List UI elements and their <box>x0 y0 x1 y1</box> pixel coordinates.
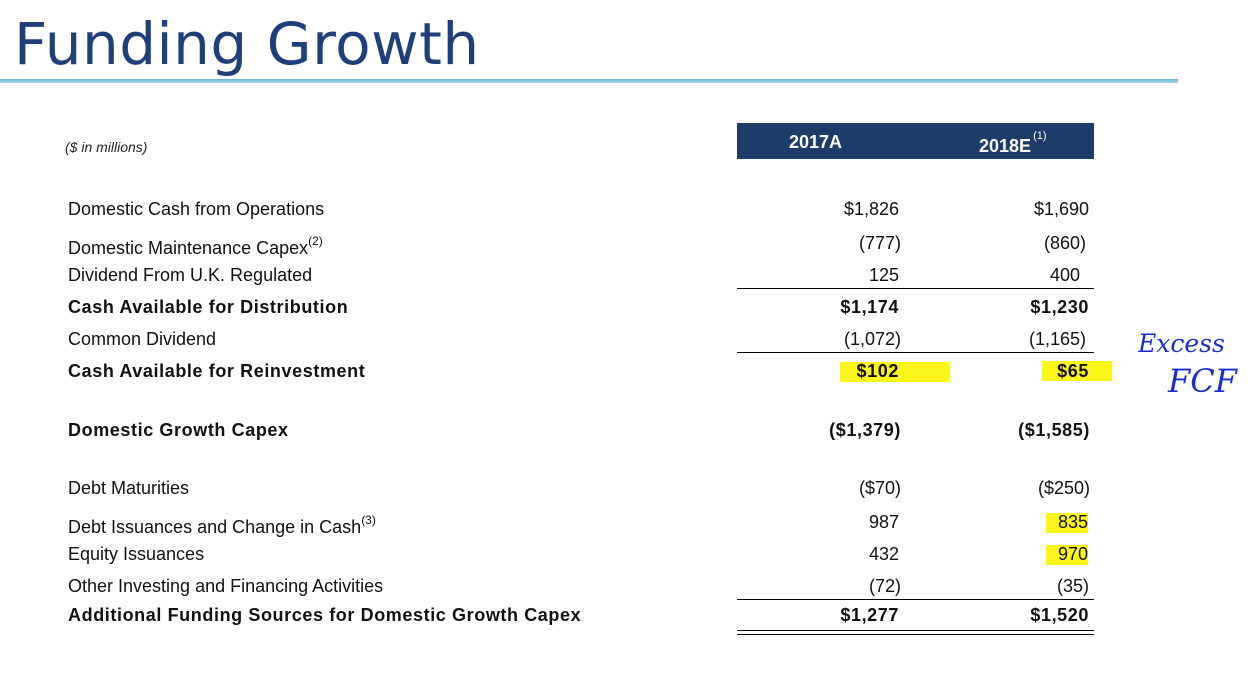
value-2018e: 835 <box>1057 512 1088 532</box>
value-2017a: $1,277 <box>840 605 899 625</box>
table-row: Other Investing and Financing Activities… <box>0 571 1253 601</box>
units-note: ($ in millions) <box>65 139 148 155</box>
value-2018e: $1,520 <box>1030 605 1089 625</box>
column-header-2017a: 2017A <box>789 123 842 159</box>
annotation-line-2: FCF <box>1167 362 1239 400</box>
row-label: Dividend From U.K. Regulated <box>68 265 313 285</box>
value-2017a: (72) <box>868 576 901 596</box>
highlight-2018e-reinvestment <box>1042 361 1112 381</box>
highlight-2018e-equity-issuance <box>1046 545 1088 565</box>
page-title: Funding Growth <box>14 10 480 78</box>
row-footnote: (3) <box>361 513 376 527</box>
table-row: Additional Funding Sources for Domestic … <box>0 600 1253 630</box>
value-2018e: ($250) <box>1037 478 1090 498</box>
value-2017a: 432 <box>868 544 899 564</box>
column-header-2018e: 2018E (1) <box>979 123 1047 159</box>
row-label: Cash Available for Reinvestment <box>68 361 366 381</box>
double-rule-bottom <box>737 634 1094 635</box>
value-2017a: $102 <box>856 361 899 381</box>
value-2018e: 970 <box>1057 544 1088 564</box>
row-label: Common Dividend <box>68 329 217 349</box>
value-2017a: (777) <box>858 233 901 253</box>
row-label: Domestic Maintenance Capex(2) <box>68 228 323 263</box>
subtotal-rule <box>737 352 1094 353</box>
subtotal-rule <box>737 288 1094 289</box>
value-2018e: (860) <box>1043 233 1086 253</box>
row-label: Debt Maturities <box>68 478 190 498</box>
value-2017a: 125 <box>868 265 899 285</box>
value-2017a: $1,826 <box>843 199 899 219</box>
value-2017a: (1,072) <box>843 329 901 349</box>
handwritten-annotation: Excess FCF <box>1138 329 1239 400</box>
table-row: Domestic Growth Capex ($1,379) ($1,585) <box>0 415 1253 445</box>
value-2017a: $1,174 <box>840 297 899 317</box>
table-row: Debt Maturities ($70) ($250) <box>0 473 1253 503</box>
value-2018e: (35) <box>1056 576 1089 596</box>
value-2018e: ($1,585) <box>1018 420 1090 440</box>
annotation-line-1: Excess <box>1138 329 1225 358</box>
row-label-text: Debt Issuances and Change in Cash <box>68 517 362 537</box>
value-2017a: 987 <box>868 512 899 532</box>
highlight-2018e-debt-issuance <box>1046 513 1088 533</box>
table-row: Equity Issuances 432 970 <box>0 539 1253 569</box>
value-2018e: $65 <box>1057 361 1089 381</box>
column-header-label: 2017A <box>789 132 843 152</box>
row-label: Cash Available for Distribution <box>68 297 349 317</box>
table-row: Cash Available for Distribution $1,174 $… <box>0 292 1253 322</box>
row-label: Equity Issuances <box>68 544 205 564</box>
table-row: Domestic Maintenance Capex(2) (777) (860… <box>0 228 1253 258</box>
title-underline <box>0 79 1178 83</box>
double-rule-top <box>737 630 1094 631</box>
column-header-label: 2018E <box>979 136 1032 156</box>
row-label: Other Investing and Financing Activities <box>68 576 384 596</box>
table-row: Dividend From U.K. Regulated 125 400 <box>0 260 1253 290</box>
table-row: Common Dividend (1,072) (1,165) <box>0 324 1253 354</box>
column-footnote: (1) <box>1033 130 1047 142</box>
row-footnote: (2) <box>308 234 323 248</box>
value-2017a: ($70) <box>858 478 901 498</box>
value-2018e: 400 <box>1049 265 1080 285</box>
value-2018e: $1,230 <box>1030 297 1089 317</box>
value-2018e: $1,690 <box>1033 199 1089 219</box>
row-label: Domestic Cash from Operations <box>68 199 325 219</box>
value-2018e: (1,165) <box>1028 329 1086 349</box>
table-row: Debt Issuances and Change in Cash(3) 987… <box>0 507 1253 537</box>
table-row: Domestic Cash from Operations $1,826 $1,… <box>0 194 1253 224</box>
column-header-bar <box>737 123 1094 159</box>
row-label: Additional Funding Sources for Domestic … <box>68 605 582 625</box>
row-label: Debt Issuances and Change in Cash(3) <box>68 507 376 542</box>
highlight-2017a-reinvestment <box>840 362 950 382</box>
row-label: Domestic Growth Capex <box>68 420 289 440</box>
row-label-text: Domestic Maintenance Capex <box>68 238 309 258</box>
total-rule <box>737 599 1094 600</box>
table-row: Cash Available for Reinvestment $102 $65 <box>0 356 1253 386</box>
value-2017a: ($1,379) <box>829 420 901 440</box>
